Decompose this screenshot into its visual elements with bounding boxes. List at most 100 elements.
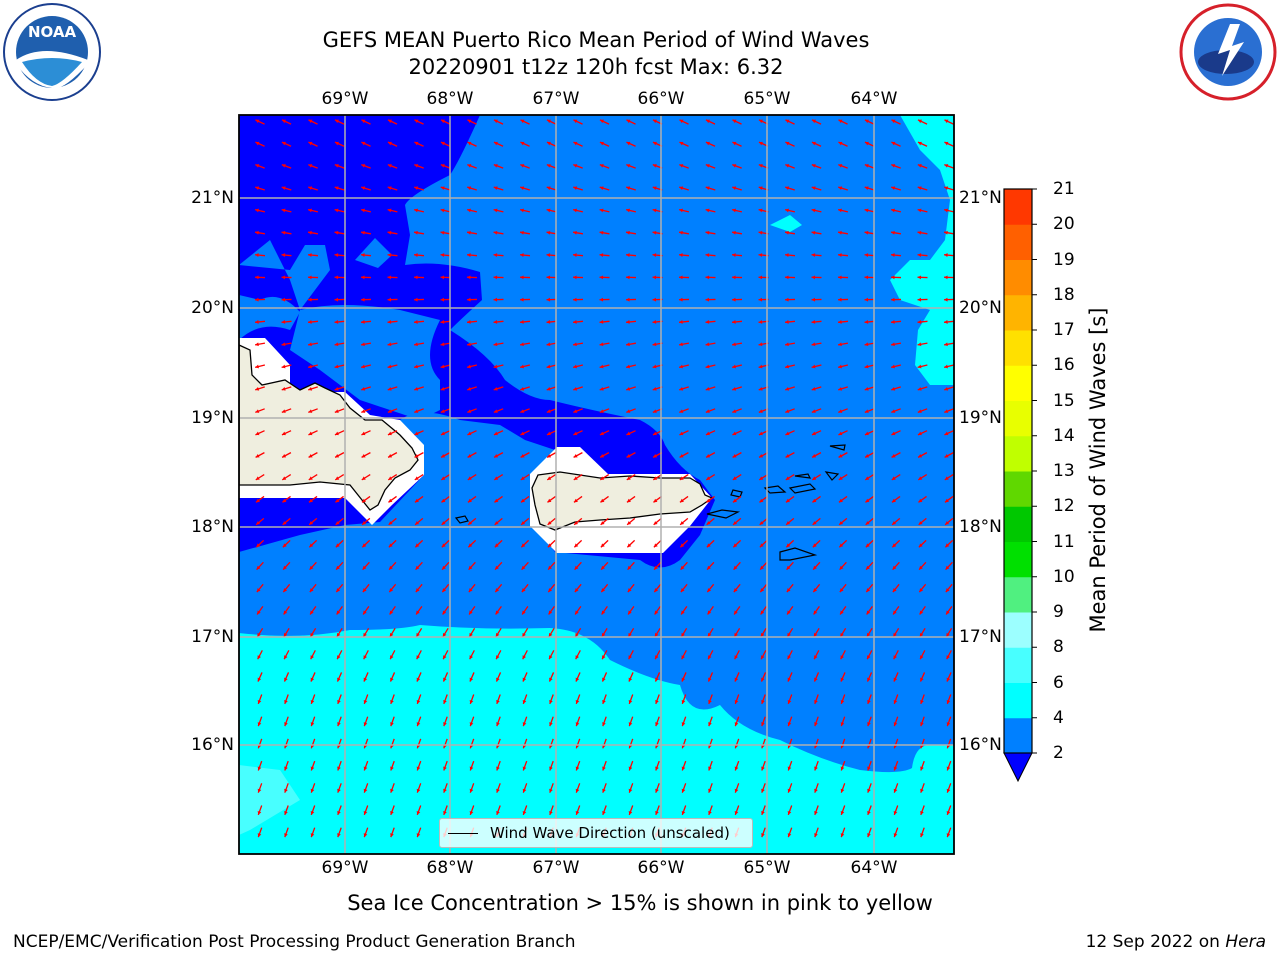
wind-wave-arrow-head (416, 788, 421, 793)
wind-wave-arrow-head (944, 297, 948, 302)
wind-wave-arrow-head (891, 364, 895, 369)
wind-wave-arrow-head (785, 186, 790, 191)
wind-wave-arrow-head (573, 454, 578, 458)
wind-wave-arrow-head (626, 275, 630, 280)
wind-wave-arrow-head (918, 543, 923, 548)
wind-wave-arrow-head (361, 119, 366, 124)
wind-wave-arrow-head (600, 498, 605, 503)
wind-wave-arrow-head (284, 677, 288, 682)
wind-wave-arrow-head (335, 498, 340, 503)
wind-wave-arrow-head (493, 141, 498, 146)
wind-wave-arrow-head (681, 699, 686, 704)
wind-wave-arrow-head (679, 431, 684, 436)
wind-wave-arrow-head (573, 164, 578, 168)
wind-wave-arrow-head (893, 610, 897, 615)
wind-wave-arrow-head (387, 141, 392, 146)
wind-wave-arrow-head (575, 766, 580, 771)
wind-wave-arrow-head (337, 766, 341, 771)
wind-wave-arrow-head (602, 722, 606, 727)
wind-wave-arrow-head (785, 208, 789, 213)
wind-wave-arrow-head (388, 543, 393, 548)
wind-wave-arrow-head (785, 164, 790, 168)
wind-wave-arrow-head (679, 141, 684, 146)
wind-wave-arrow-head (654, 588, 659, 593)
wind-wave-arrow-head (708, 788, 712, 793)
wind-wave-arrow-head (814, 722, 818, 727)
wind-wave-arrow-head (838, 431, 843, 436)
wind-wave-arrow-head (785, 119, 790, 124)
wind-wave-arrow-head (920, 655, 924, 660)
wind-wave-arrow-head (732, 364, 736, 369)
wind-wave-arrow-head (443, 699, 447, 704)
wind-wave-arrow-head (734, 655, 739, 660)
wind-wave-arrow-head (257, 610, 261, 615)
lat-label-left-3: 18°N (191, 517, 234, 537)
wind-wave-arrow-head (759, 498, 764, 503)
wind-wave-arrow-head (813, 565, 817, 570)
nws-logo (1178, 2, 1278, 106)
wind-wave-arrow-head (521, 521, 526, 525)
wind-wave-arrow-head (787, 632, 791, 637)
wind-wave-arrow-head (944, 164, 949, 168)
wind-wave-arrow-head (865, 476, 870, 480)
wind-wave-arrow-head (387, 119, 392, 124)
wind-wave-arrow-head (496, 677, 500, 682)
wind-wave-arrow-head (599, 208, 604, 213)
wind-wave-arrow-head (655, 722, 659, 727)
wind-wave-arrow-head (387, 431, 392, 436)
wind-wave-arrow-head (469, 632, 473, 637)
wind-wave-arrow-head (654, 610, 659, 615)
wind-wave-arrow-head (255, 454, 260, 458)
wind-wave-arrow-head (655, 699, 659, 704)
wind-wave-arrow-head (758, 409, 763, 413)
lon-label-bottom-1: 68°W (426, 858, 474, 878)
wind-wave-arrow-head (414, 208, 418, 213)
wind-wave-arrow-head (361, 454, 366, 458)
wind-wave-arrow-head (600, 543, 605, 548)
wind-wave-arrow-head (415, 543, 420, 548)
wind-wave-arrow-head (441, 454, 446, 458)
wind-wave-arrow-head (867, 722, 871, 727)
wind-wave-arrow-head (626, 186, 631, 191)
wind-wave-arrow-head (414, 230, 418, 235)
lat-label-right-5: 16°N (959, 735, 1002, 755)
wind-wave-arrow-head (917, 141, 922, 146)
colorbar-tick-label: 13 (1053, 461, 1075, 481)
lon-label-bottom-0: 69°W (321, 858, 369, 878)
wind-wave-arrow-head (944, 342, 948, 347)
wind-wave-arrow-head (521, 565, 526, 570)
wind-wave-arrow-head (679, 297, 683, 302)
wind-wave-arrow-head (256, 565, 261, 570)
wind-wave-arrow-head (390, 699, 394, 704)
wind-wave-arrow-head (361, 476, 366, 480)
wind-wave-arrow-head (308, 119, 313, 124)
wind-wave-arrow-head (814, 677, 818, 682)
wind-wave-arrow-head (256, 588, 261, 593)
wind-wave-arrow-head (573, 253, 577, 257)
wind-wave-arrow-head (705, 275, 710, 280)
wind-wave-arrow-head (867, 833, 871, 838)
wind-wave-arrow-head (946, 610, 950, 615)
wind-wave-arrow-head (414, 320, 418, 324)
wind-wave-arrow-head (732, 297, 736, 302)
wind-wave-arrow-head (494, 543, 499, 548)
wind-wave-arrow-head (494, 521, 499, 525)
wind-wave-arrow-head (945, 588, 950, 593)
wind-wave-arrow-head (599, 320, 604, 324)
wind-wave-arrow-head (467, 119, 472, 124)
wind-wave-arrow-head (362, 521, 367, 525)
wind-wave-arrow-head (361, 141, 366, 146)
wind-wave-arrow-head (548, 588, 553, 593)
colorbar-tick-label: 2 (1053, 743, 1064, 763)
wind-wave-arrow-head (520, 476, 525, 480)
wind-wave-arrow-head (787, 810, 792, 815)
wind-wave-arrow-head (548, 610, 553, 615)
lat-label-left-5: 16°N (191, 735, 234, 755)
wind-wave-arrow-head (416, 699, 421, 704)
wind-wave-arrow-head (864, 409, 869, 413)
wind-wave-arrow-head (655, 655, 659, 660)
chart-title-line1: GEFS MEAN Puerto Rico Mean Period of Win… (322, 28, 870, 52)
wind-wave-arrow-head (653, 498, 658, 503)
wind-wave-arrow-head (520, 164, 525, 168)
wind-wave-arrow-head (388, 454, 393, 458)
